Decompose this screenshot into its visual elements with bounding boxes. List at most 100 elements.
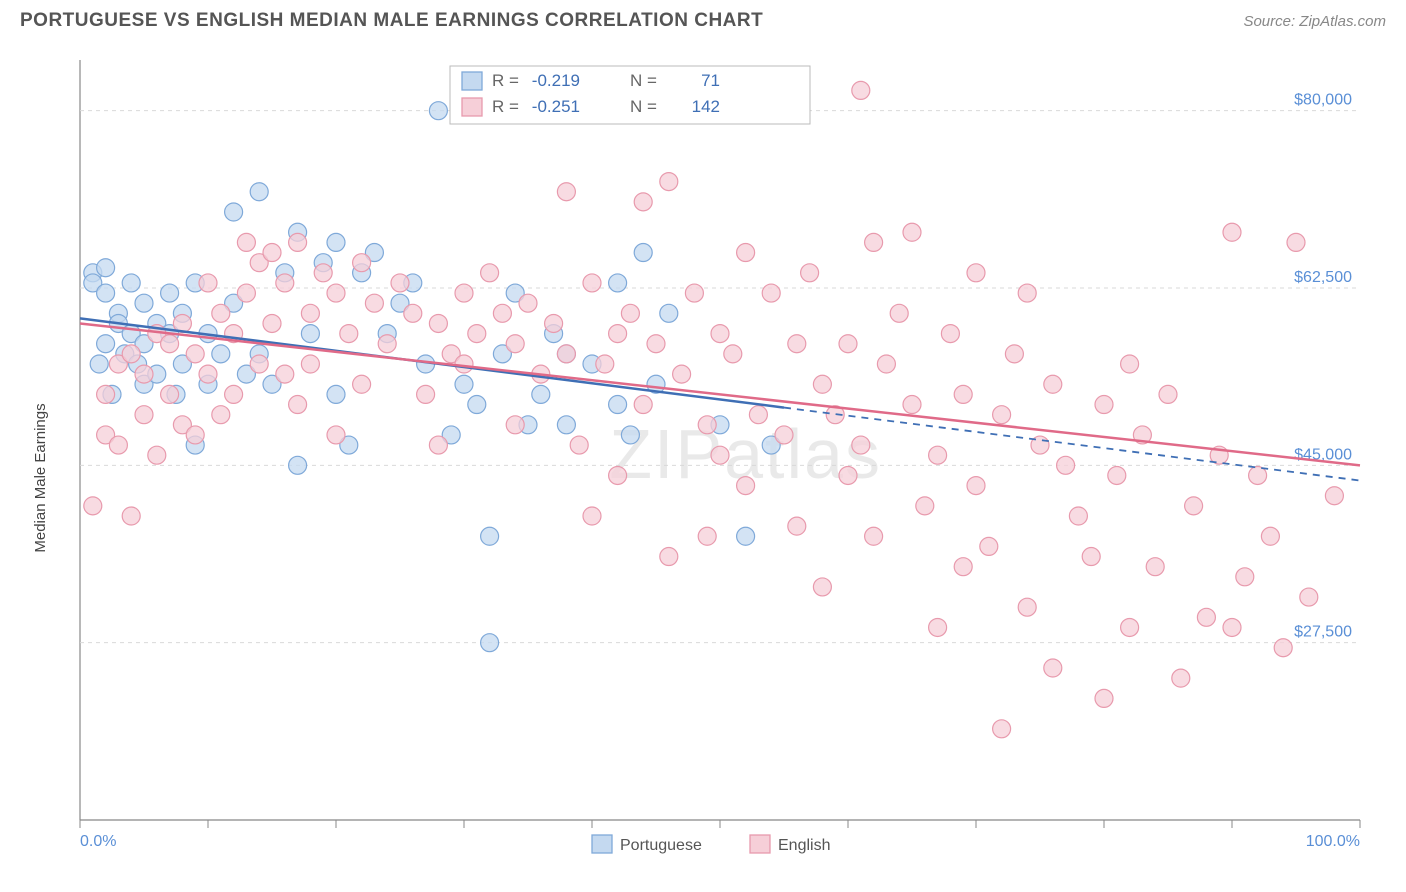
- data-point: [890, 304, 908, 322]
- data-point: [801, 264, 819, 282]
- legend-swatch: [462, 98, 482, 116]
- data-point: [135, 406, 153, 424]
- svg-text:N =: N =: [630, 71, 657, 90]
- data-point: [967, 264, 985, 282]
- data-point: [263, 244, 281, 262]
- svg-text:-0.251: -0.251: [532, 97, 580, 116]
- data-point: [212, 406, 230, 424]
- data-point: [365, 294, 383, 312]
- data-point: [353, 254, 371, 272]
- data-point: [250, 355, 268, 373]
- data-point: [1325, 487, 1343, 505]
- data-point: [877, 355, 895, 373]
- data-point: [1223, 618, 1241, 636]
- chart-area: $27,500$45,000$62,500$80,0000.0%100.0%ZI…: [20, 50, 1386, 872]
- data-point: [455, 375, 473, 393]
- data-point: [609, 274, 627, 292]
- data-point: [941, 325, 959, 343]
- data-point: [1121, 355, 1139, 373]
- data-point: [237, 233, 255, 251]
- data-point: [161, 385, 179, 403]
- data-point: [301, 325, 319, 343]
- data-point: [1108, 466, 1126, 484]
- svg-text:$62,500: $62,500: [1294, 269, 1352, 286]
- data-point: [225, 203, 243, 221]
- data-point: [980, 537, 998, 555]
- data-point: [429, 314, 447, 332]
- data-point: [609, 466, 627, 484]
- data-point: [263, 314, 281, 332]
- svg-text:R =: R =: [492, 97, 519, 116]
- data-point: [327, 385, 345, 403]
- data-point: [1172, 669, 1190, 687]
- data-point: [749, 406, 767, 424]
- data-point: [455, 284, 473, 302]
- data-point: [161, 284, 179, 302]
- data-point: [1185, 497, 1203, 515]
- data-point: [1095, 396, 1113, 414]
- data-point: [135, 294, 153, 312]
- data-point: [1223, 223, 1241, 241]
- data-point: [97, 335, 115, 353]
- data-point: [954, 385, 972, 403]
- data-point: [698, 416, 716, 434]
- data-point: [97, 385, 115, 403]
- data-point: [327, 284, 345, 302]
- data-point: [519, 294, 537, 312]
- data-point: [481, 634, 499, 652]
- data-point: [865, 233, 883, 251]
- legend-label: English: [778, 837, 830, 854]
- data-point: [455, 355, 473, 373]
- data-point: [711, 325, 729, 343]
- data-point: [545, 314, 563, 332]
- data-point: [532, 385, 550, 403]
- data-point: [1057, 456, 1075, 474]
- data-point: [1005, 345, 1023, 363]
- data-point: [429, 102, 447, 120]
- data-point: [660, 173, 678, 191]
- data-point: [647, 335, 665, 353]
- data-point: [481, 527, 499, 545]
- data-point: [673, 365, 691, 383]
- data-point: [929, 618, 947, 636]
- svg-text:142: 142: [692, 97, 720, 116]
- svg-text:R =: R =: [492, 71, 519, 90]
- data-point: [289, 456, 307, 474]
- data-point: [1121, 618, 1139, 636]
- legend-swatch: [592, 835, 612, 853]
- svg-text:Median Male Earnings: Median Male Earnings: [32, 403, 49, 552]
- data-point: [1159, 385, 1177, 403]
- data-point: [289, 396, 307, 414]
- data-point: [557, 345, 575, 363]
- data-point: [967, 477, 985, 495]
- data-point: [852, 436, 870, 454]
- svg-text:$27,500: $27,500: [1294, 624, 1352, 641]
- data-point: [404, 304, 422, 322]
- data-point: [1300, 588, 1318, 606]
- data-point: [186, 345, 204, 363]
- data-point: [954, 558, 972, 576]
- data-point: [1236, 568, 1254, 586]
- data-point: [609, 325, 627, 343]
- chart-header: PORTUGUESE VS ENGLISH MEDIAN MALE EARNIN…: [0, 0, 1406, 38]
- data-point: [788, 517, 806, 535]
- data-point: [122, 274, 140, 292]
- data-point: [122, 345, 140, 363]
- data-point: [570, 436, 588, 454]
- data-point: [1018, 284, 1036, 302]
- data-point: [84, 497, 102, 515]
- scatter-chart: $27,500$45,000$62,500$80,0000.0%100.0%ZI…: [20, 50, 1386, 872]
- data-point: [1197, 608, 1215, 626]
- data-point: [506, 416, 524, 434]
- svg-text:0.0%: 0.0%: [80, 833, 116, 850]
- data-point: [993, 720, 1011, 738]
- data-point: [314, 264, 332, 282]
- data-point: [685, 284, 703, 302]
- data-point: [468, 325, 486, 343]
- data-point: [1069, 507, 1087, 525]
- data-point: [429, 436, 447, 454]
- data-point: [340, 325, 358, 343]
- data-point: [276, 365, 294, 383]
- data-point: [762, 284, 780, 302]
- data-point: [788, 335, 806, 353]
